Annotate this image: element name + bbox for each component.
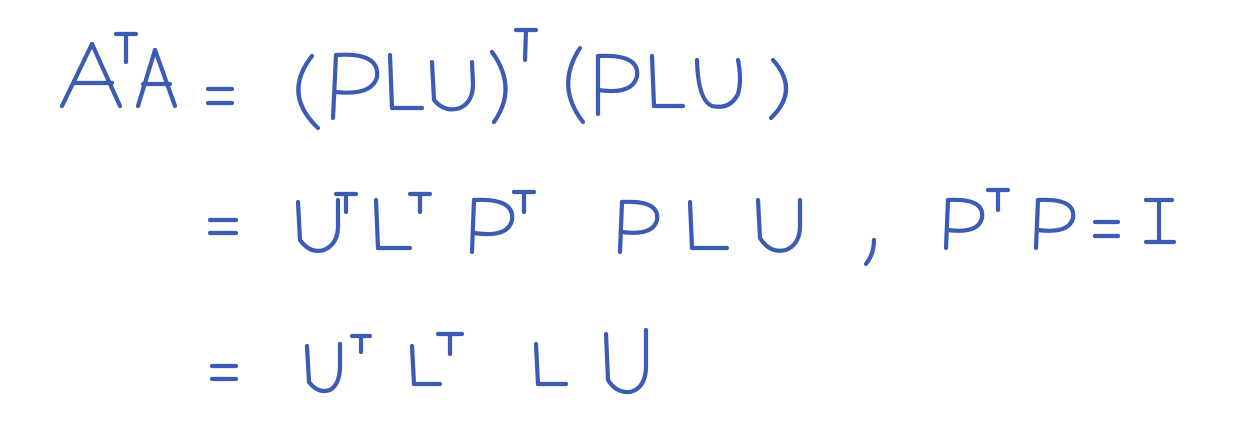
superscript-T (333, 191, 359, 215)
equals-sign (1092, 219, 1121, 239)
P-glyph (617, 199, 660, 255)
open-paren (296, 53, 321, 131)
line2-ink (207, 187, 1177, 267)
line3-ink (209, 327, 649, 395)
superscript-T (435, 331, 465, 357)
A-glyph (135, 47, 178, 109)
U-glyph (603, 327, 649, 395)
line1-ink (59, 27, 789, 131)
superscript-T (513, 27, 539, 63)
L-glyph (387, 52, 425, 111)
superscript-T (511, 189, 537, 215)
L-glyph (409, 343, 443, 387)
U-glyph (304, 341, 343, 394)
superscript-T (985, 187, 1011, 213)
close-paren (768, 57, 789, 121)
L-glyph (533, 341, 569, 387)
I-glyph (1143, 197, 1177, 245)
U-glyph (429, 59, 476, 112)
U-glyph (694, 57, 743, 109)
equals-sign (207, 217, 239, 236)
superscript-T (113, 31, 139, 65)
equals-sign (205, 86, 235, 106)
equals-sign (209, 363, 239, 382)
comma (863, 237, 877, 267)
P-glyph (595, 53, 640, 117)
close-paren (489, 49, 508, 125)
L-glyph (373, 197, 413, 251)
P-glyph (1033, 197, 1076, 251)
A-glyph (59, 41, 123, 109)
L-glyph (649, 53, 686, 109)
superscript-T (349, 333, 373, 355)
superscript-T (407, 191, 433, 215)
L-glyph (687, 199, 730, 251)
P-glyph (330, 52, 380, 121)
U-glyph (295, 197, 341, 253)
P-glyph (943, 197, 985, 251)
U-glyph (755, 197, 803, 253)
open-paren (566, 45, 586, 125)
P-glyph (469, 197, 515, 255)
